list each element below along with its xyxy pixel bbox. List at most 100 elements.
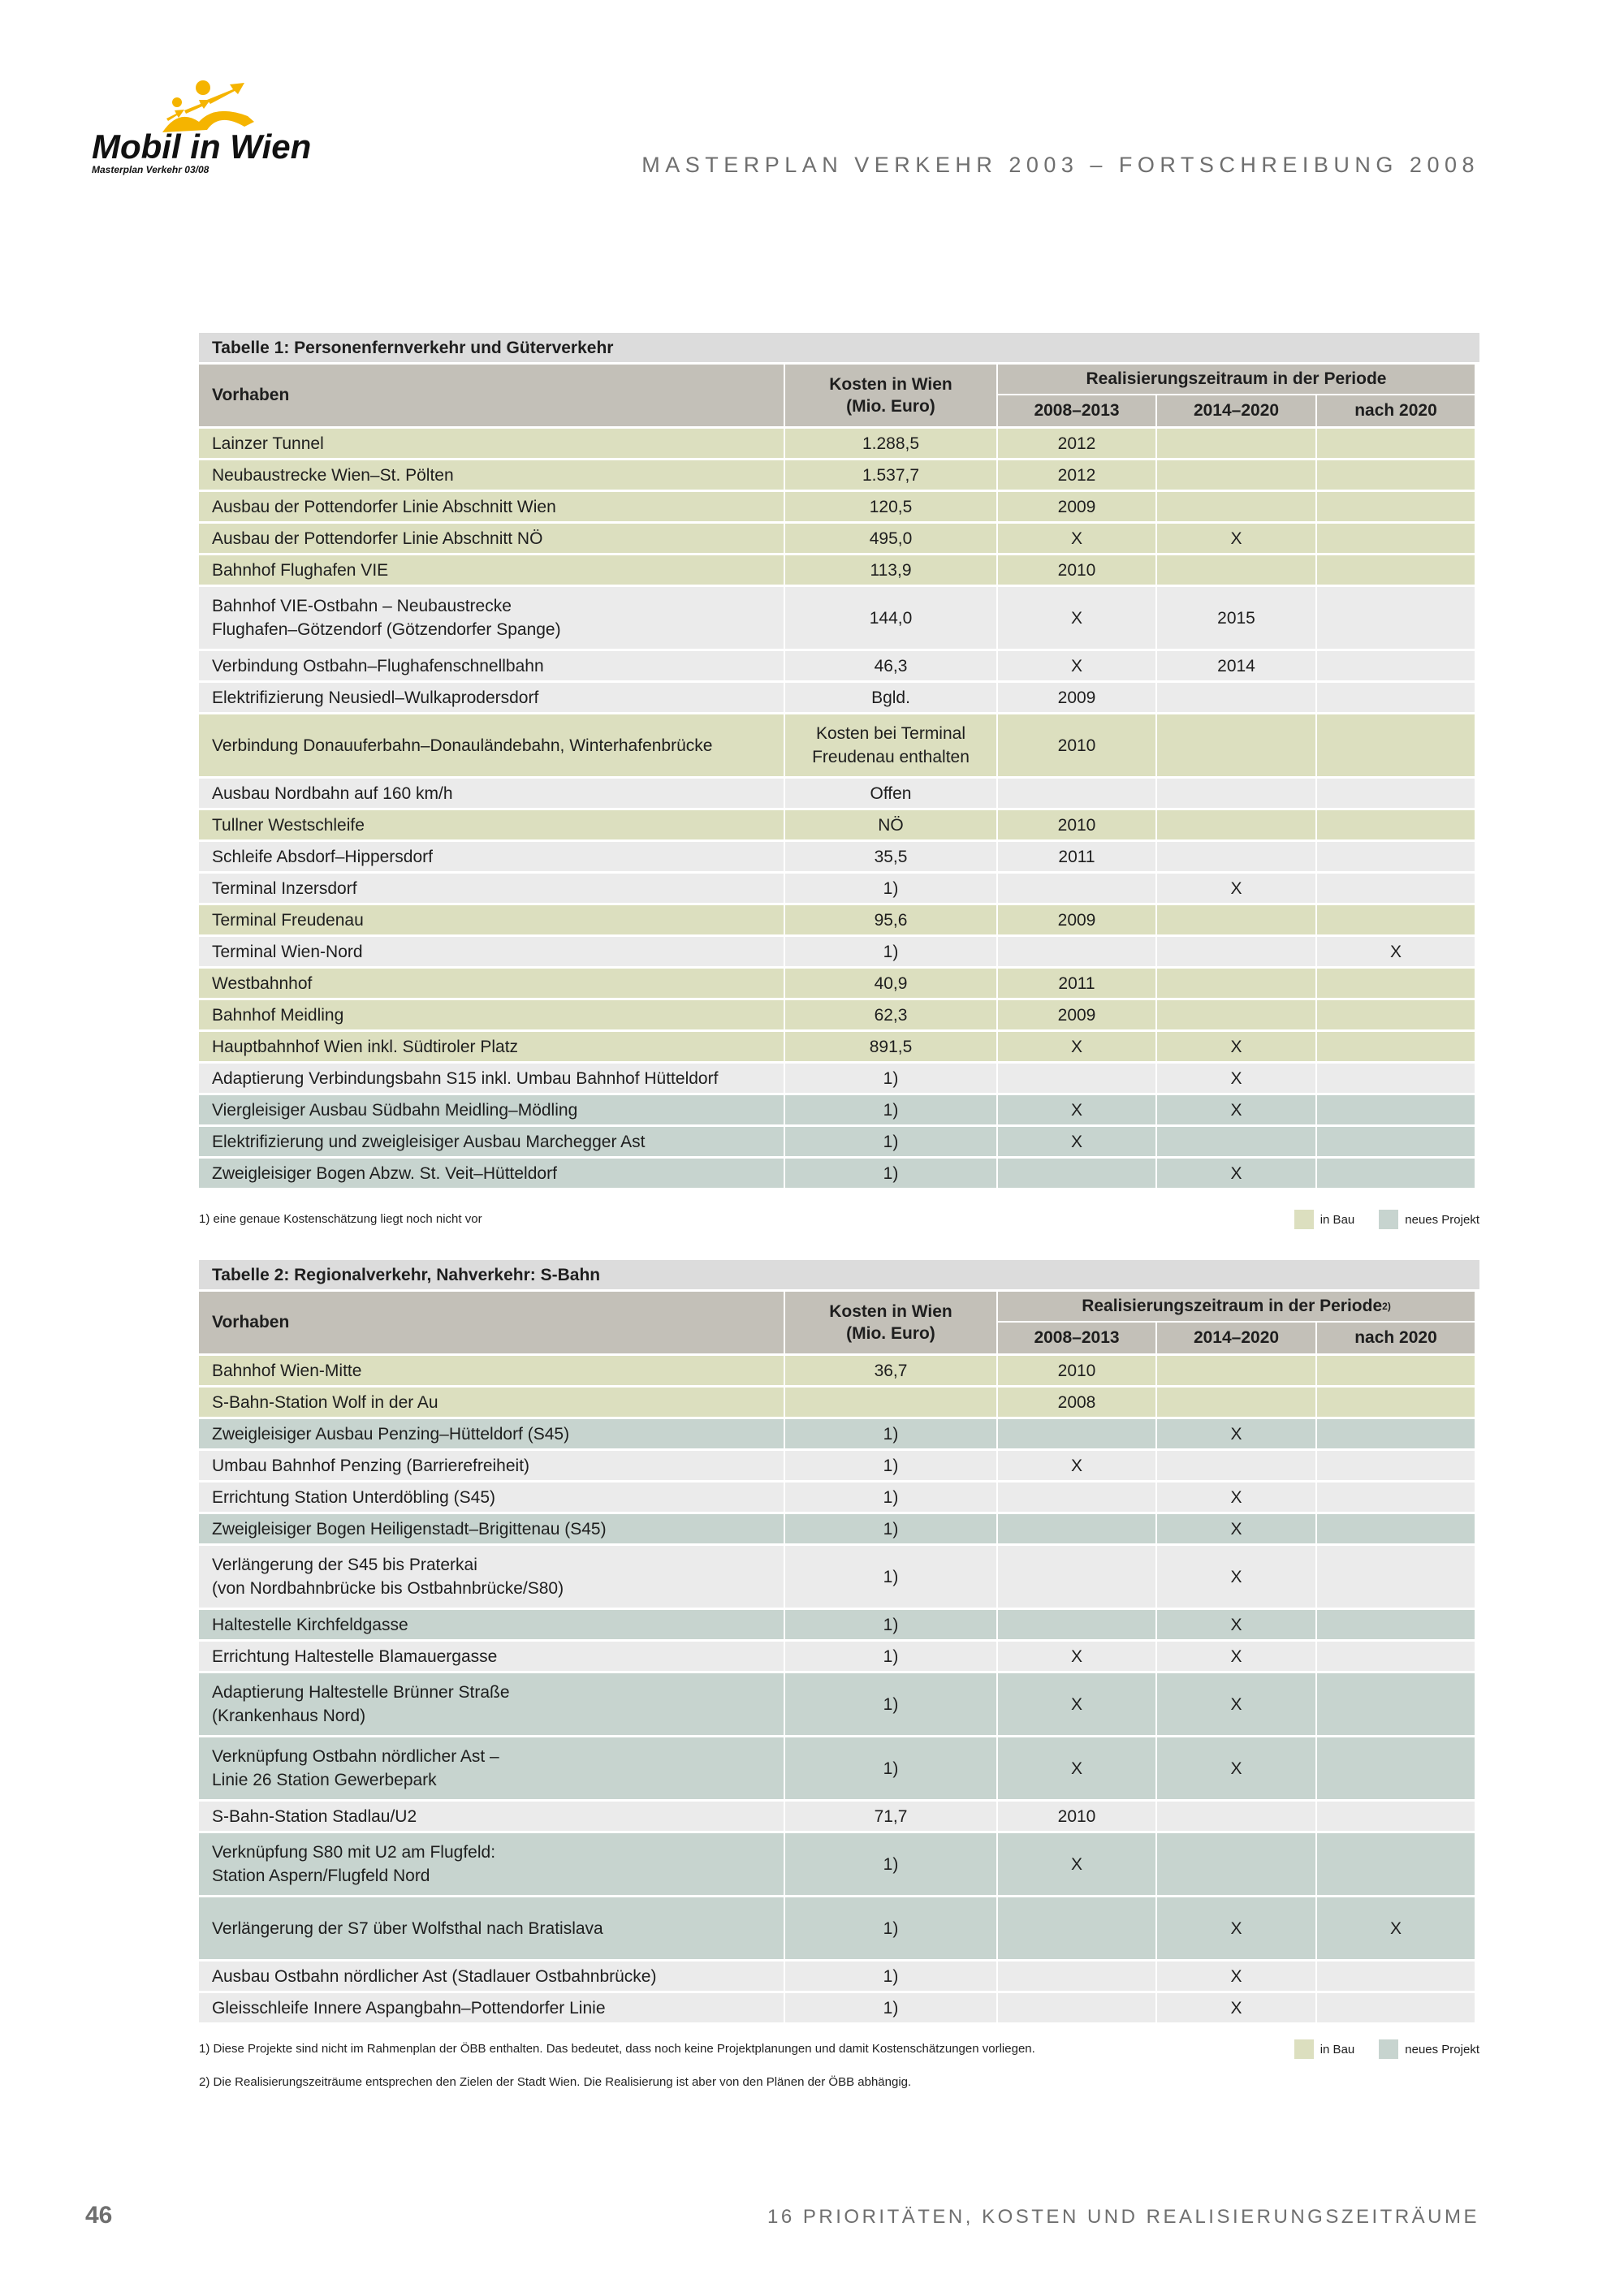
cell-vorhaben: Tullner Westschleife: [199, 810, 784, 839]
cell-2014-2020: [1155, 969, 1315, 998]
cell-vorhaben: Haltestelle Kirchfeldgasse: [199, 1610, 784, 1639]
cell-kosten: 1): [784, 1419, 996, 1448]
cell-2014-2020: [1155, 1802, 1315, 1831]
cell-2008-2013: X: [996, 1095, 1155, 1124]
cell-2014-2020: [1155, 555, 1315, 585]
cell-2008-2013: X: [996, 1673, 1155, 1735]
cell-2008-2013: [996, 1962, 1155, 1991]
table-row: Verlängerung der S7 über Wolfsthal nach …: [199, 1897, 1479, 1959]
cell-2008-2013: [996, 1514, 1155, 1543]
column-header-2014-2020: 2014–2020: [1155, 395, 1315, 426]
cell-2014-2020: X: [1155, 1610, 1315, 1639]
table-title: Tabelle 2: Regionalverkehr, Nahverkehr: …: [199, 1260, 1479, 1289]
cell-vorhaben: Lainzer Tunnel: [199, 429, 784, 458]
cell-nach-2020: [1315, 1673, 1475, 1735]
cell-nach-2020: [1315, 492, 1475, 521]
column-header-2008-2013: 2008–2013: [996, 395, 1155, 426]
cell-2008-2013: 2010: [996, 714, 1155, 776]
cell-nach-2020: X: [1315, 1897, 1475, 1959]
table-row: Hauptbahnhof Wien inkl. Südtiroler Platz…: [199, 1032, 1479, 1061]
cell-vorhaben: Bahnhof Flughafen VIE: [199, 555, 784, 585]
cell-2014-2020: X: [1155, 524, 1315, 553]
cell-vorhaben: Verknüpfung Ostbahn nördlicher Ast – Lin…: [199, 1737, 784, 1799]
table-row: Ausbau der Pottendorfer Linie Abschnitt …: [199, 524, 1479, 553]
cell-vorhaben: Elektrifizierung und zweigleisiger Ausba…: [199, 1127, 784, 1156]
cell-vorhaben: Zweigleisiger Bogen Abzw. St. Veit–Hütte…: [199, 1159, 784, 1188]
table-1: Tabelle 1: Personenfernverkehr und Güter…: [199, 333, 1479, 1190]
cell-kosten: Offen: [784, 779, 996, 808]
cell-vorhaben: Terminal Wien-Nord: [199, 937, 784, 966]
cell-2008-2013: 2009: [996, 905, 1155, 934]
cell-kosten: 1): [784, 1514, 996, 1543]
cell-vorhaben: Viergleisiger Ausbau Südbahn Meidling–Mö…: [199, 1095, 784, 1124]
cell-nach-2020: [1315, 1000, 1475, 1029]
cell-nach-2020: [1315, 779, 1475, 808]
column-group-header: Realisierungszeitraum in der Periode 2): [996, 1292, 1475, 1323]
cell-nach-2020: [1315, 1064, 1475, 1093]
cell-2014-2020: [1155, 683, 1315, 712]
cell-2008-2013: X: [996, 1451, 1155, 1480]
cell-2008-2013: [996, 1064, 1155, 1093]
cell-vorhaben: Elektrifizierung Neusiedl–Wulkaprodersdo…: [199, 683, 784, 712]
cell-2014-2020: X: [1155, 1095, 1315, 1124]
cell-nach-2020: [1315, 810, 1475, 839]
table-header: Vorhaben Kosten in Wien (Mio. Euro) Reali…: [199, 365, 1479, 426]
cell-nach-2020: [1315, 683, 1475, 712]
cell-kosten: 1): [784, 1451, 996, 1480]
cell-2008-2013: X: [996, 1032, 1155, 1061]
table-row: Zweigleisiger Bogen Heiligenstadt–Brigit…: [199, 1514, 1479, 1543]
cell-2008-2013: [996, 1897, 1155, 1959]
cell-kosten: 1.537,7: [784, 460, 996, 490]
table-row: Adaptierung Verbindungsbahn S15 inkl. Um…: [199, 1064, 1479, 1093]
cell-2014-2020: X: [1155, 1897, 1315, 1959]
cell-kosten: 1): [784, 937, 996, 966]
table-row: Terminal Inzersdorf 1) X: [199, 874, 1479, 903]
column-header-nach-2020: nach 2020: [1315, 1323, 1475, 1353]
cell-2008-2013: 2008: [996, 1388, 1155, 1417]
cell-2008-2013: [996, 1419, 1155, 1448]
cell-vorhaben: Errichtung Station Unterdöbling (S45): [199, 1482, 784, 1512]
cell-vorhaben: Neubaustrecke Wien–St. Pölten: [199, 460, 784, 490]
cell-nach-2020: [1315, 874, 1475, 903]
cell-nach-2020: [1315, 1159, 1475, 1188]
cell-nach-2020: [1315, 1356, 1475, 1385]
cell-2008-2013: [996, 779, 1155, 808]
section-title: 16 PRIORITÄTEN, KOSTEN UND REALISIERUNGS…: [767, 2206, 1479, 2228]
page-number: 46: [85, 2202, 113, 2229]
cell-nach-2020: [1315, 905, 1475, 934]
cell-kosten: 95,6: [784, 905, 996, 934]
cell-kosten: 36,7: [784, 1356, 996, 1385]
table-row: Bahnhof Meidling 62,3 2009: [199, 1000, 1479, 1029]
table-row: Ausbau der Pottendorfer Linie Abschnitt …: [199, 492, 1479, 521]
table-row: Terminal Freudenau 95,6 2009: [199, 905, 1479, 934]
svg-text:Mobil in Wien: Mobil in Wien: [92, 127, 311, 166]
cell-nach-2020: [1315, 1642, 1475, 1671]
cell-kosten: 1): [784, 1482, 996, 1512]
cell-2008-2013: 2010: [996, 555, 1155, 585]
cell-nach-2020: [1315, 1419, 1475, 1448]
cell-vorhaben: Bahnhof Wien-Mitte: [199, 1356, 784, 1385]
cell-vorhaben: Zweigleisiger Bogen Heiligenstadt–Brigit…: [199, 1514, 784, 1543]
cell-2014-2020: 2014: [1155, 651, 1315, 680]
cell-kosten: 1): [784, 1546, 996, 1608]
cell-2014-2020: [1155, 1388, 1315, 1417]
column-group-header: Realisierungszeitraum in der Periode: [996, 365, 1475, 395]
table-row: Zweigleisiger Ausbau Penzing–Hütteldorf …: [199, 1419, 1479, 1448]
table-row: Tullner Westschleife NÖ 2010: [199, 810, 1479, 839]
cell-2008-2013: X: [996, 1642, 1155, 1671]
cell-2014-2020: X: [1155, 874, 1315, 903]
svg-text:Masterplan Verkehr 03/08: Masterplan Verkehr 03/08: [92, 164, 209, 175]
legend-label-neues-projekt: neues Projekt: [1405, 1212, 1479, 1227]
cell-kosten: 1): [784, 1095, 996, 1124]
cell-2008-2013: 2009: [996, 492, 1155, 521]
cell-kosten: 1): [784, 1159, 996, 1188]
column-header-2008-2013: 2008–2013: [996, 1323, 1155, 1353]
cell-vorhaben: Ausbau der Pottendorfer Linie Abschnitt …: [199, 492, 784, 521]
column-header-2014-2020: 2014–2020: [1155, 1323, 1315, 1353]
cell-kosten: 1): [784, 1127, 996, 1156]
cell-2014-2020: [1155, 779, 1315, 808]
cell-2008-2013: X: [996, 651, 1155, 680]
cell-vorhaben: S-Bahn-Station Wolf in der Au: [199, 1388, 784, 1417]
cell-2008-2013: X: [996, 587, 1155, 649]
cell-2008-2013: 2011: [996, 969, 1155, 998]
